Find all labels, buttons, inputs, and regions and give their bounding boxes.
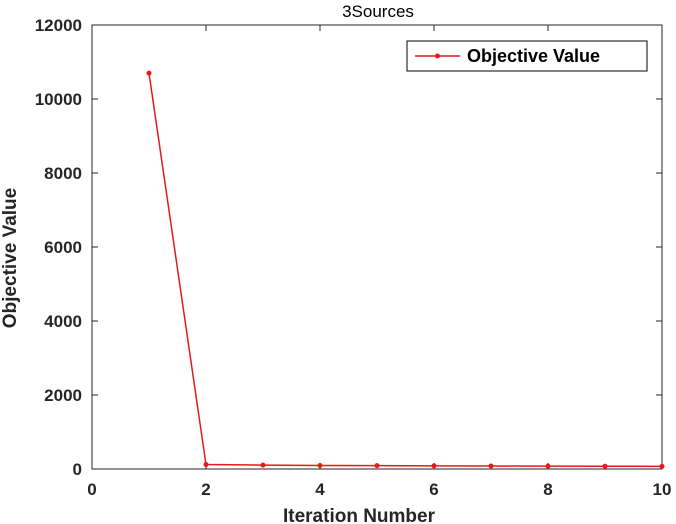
data-point: [659, 463, 665, 469]
legend-marker: [435, 53, 440, 59]
y-tick-label: 0: [73, 460, 82, 479]
x-axis-label: Iteration Number: [283, 506, 436, 524]
data-point: [545, 463, 551, 469]
x-tick-label: 6: [429, 480, 438, 499]
series-layer: [146, 70, 665, 469]
chart-title: 3Sources: [342, 2, 414, 21]
y-axis-label: Objective Value: [0, 188, 21, 328]
x-tick-label: 10: [653, 480, 672, 499]
data-point: [317, 462, 323, 468]
plot-area: [91, 24, 663, 470]
data-point: [431, 463, 437, 469]
data-point: [602, 463, 608, 469]
x-tick-label: 0: [87, 480, 96, 499]
x-tick-label: 8: [543, 480, 552, 499]
y-tick-label: 2000: [44, 386, 82, 405]
x-tick-label: 2: [201, 480, 210, 499]
data-point: [146, 70, 152, 76]
y-tick-label: 4000: [44, 312, 82, 331]
data-point: [374, 463, 380, 469]
legend: Objective Value: [406, 40, 648, 72]
y-tick-label: 6000: [44, 238, 82, 257]
y-tick-label: 10000: [35, 90, 82, 109]
data-point: [260, 462, 266, 468]
y-tick-label: 12000: [35, 16, 82, 35]
y-axis-ticks: 0 2000 4000 6000 8000 10000 12000: [35, 16, 662, 479]
legend-label: Objective Value: [467, 46, 600, 66]
data-point: [203, 462, 209, 468]
x-tick-label: 4: [315, 480, 325, 499]
data-point: [488, 463, 494, 469]
series-line: [148, 72, 663, 468]
x-axis-ticks: 0 2 4 6 8 10: [87, 25, 671, 499]
y-tick-label: 8000: [44, 164, 82, 183]
